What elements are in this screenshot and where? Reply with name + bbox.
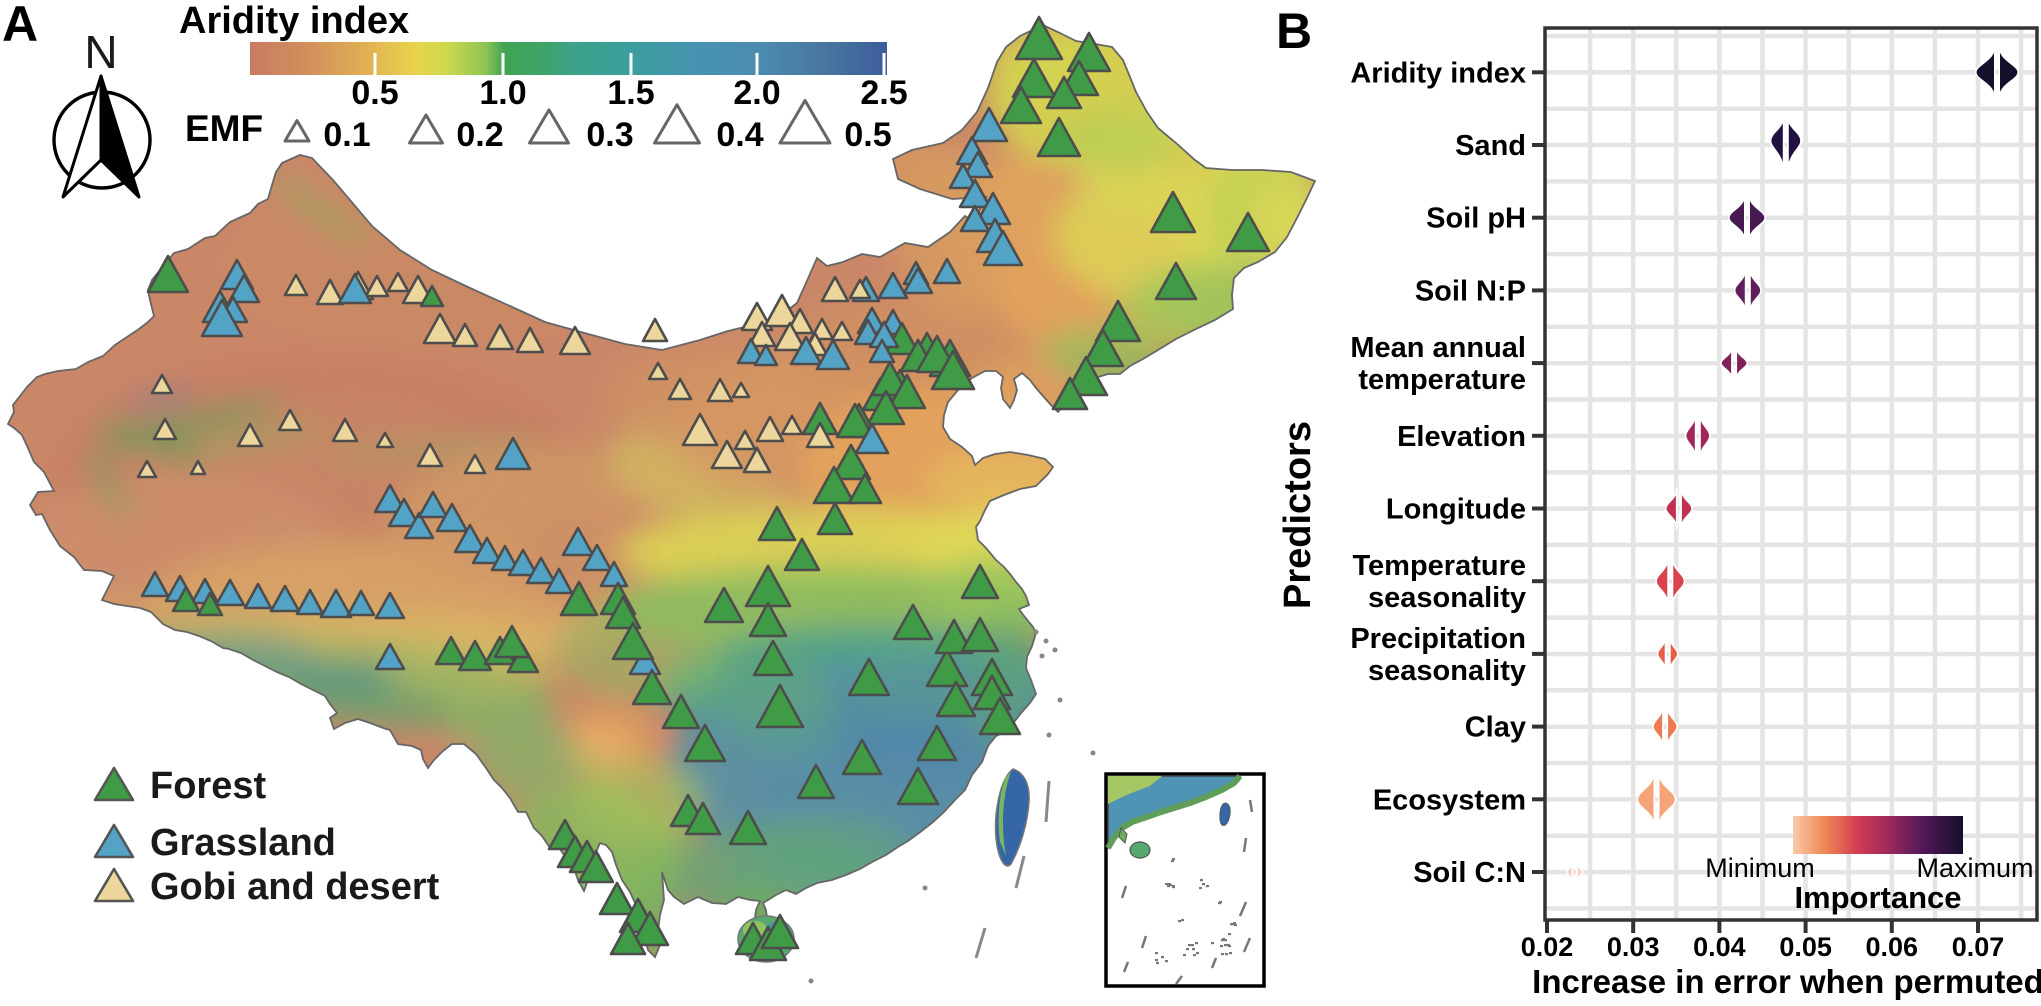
svg-text:0.04: 0.04 — [1693, 932, 1746, 962]
svg-text:temperature: temperature — [1358, 364, 1526, 396]
svg-text:Temperature: Temperature — [1352, 550, 1526, 582]
svg-text:Predictors: Predictors — [1277, 421, 1319, 609]
svg-text:0.1: 0.1 — [323, 116, 370, 154]
svg-text:A: A — [2, 0, 38, 52]
svg-text:Forest: Forest — [150, 765, 266, 807]
svg-text:Increase in error when permute: Increase in error when permuted — [1532, 963, 2041, 1000]
svg-text:Soil C:N: Soil C:N — [1413, 857, 1526, 889]
svg-text:Elevation: Elevation — [1397, 421, 1526, 453]
svg-text:0.5: 0.5 — [351, 74, 398, 112]
svg-text:Longitude: Longitude — [1386, 494, 1526, 526]
svg-text:seasonality: seasonality — [1368, 655, 1526, 687]
svg-text:Importance: Importance — [1794, 880, 1961, 915]
svg-text:0.2: 0.2 — [456, 116, 503, 154]
svg-text:Ecosystem: Ecosystem — [1373, 784, 1526, 816]
svg-text:Clay: Clay — [1465, 712, 1526, 744]
svg-text:EMF: EMF — [185, 108, 263, 149]
svg-text:Maximum: Maximum — [1916, 853, 2033, 883]
svg-text:Aridity index: Aridity index — [1350, 57, 1526, 89]
svg-text:seasonality: seasonality — [1368, 582, 1526, 614]
svg-text:B: B — [1276, 3, 1312, 59]
svg-text:Aridity index: Aridity index — [179, 0, 409, 42]
svg-text:Soil N:P: Soil N:P — [1415, 275, 1526, 307]
svg-text:0.5: 0.5 — [844, 116, 891, 154]
svg-text:Grassland: Grassland — [150, 822, 336, 864]
svg-text:Sand: Sand — [1455, 130, 1526, 162]
svg-text:0.02: 0.02 — [1521, 932, 1574, 962]
svg-text:Precipitation: Precipitation — [1350, 623, 1526, 655]
svg-text:0.03: 0.03 — [1607, 932, 1660, 962]
svg-text:1.5: 1.5 — [607, 74, 654, 112]
svg-text:N: N — [84, 26, 117, 78]
svg-text:0.05: 0.05 — [1779, 932, 1832, 962]
svg-text:0.06: 0.06 — [1866, 932, 1919, 962]
svg-text:2.0: 2.0 — [733, 74, 780, 112]
svg-text:Minimum: Minimum — [1705, 853, 1815, 883]
svg-text:Mean annual: Mean annual — [1350, 332, 1526, 364]
svg-text:0.4: 0.4 — [716, 116, 763, 154]
svg-text:Soil pH: Soil pH — [1426, 203, 1526, 235]
svg-text:Gobi and desert: Gobi and desert — [150, 866, 440, 908]
svg-text:0.3: 0.3 — [586, 116, 633, 154]
svg-text:2.5: 2.5 — [860, 74, 907, 112]
svg-text:1.0: 1.0 — [479, 74, 526, 112]
svg-text:0.07: 0.07 — [1952, 932, 2005, 962]
